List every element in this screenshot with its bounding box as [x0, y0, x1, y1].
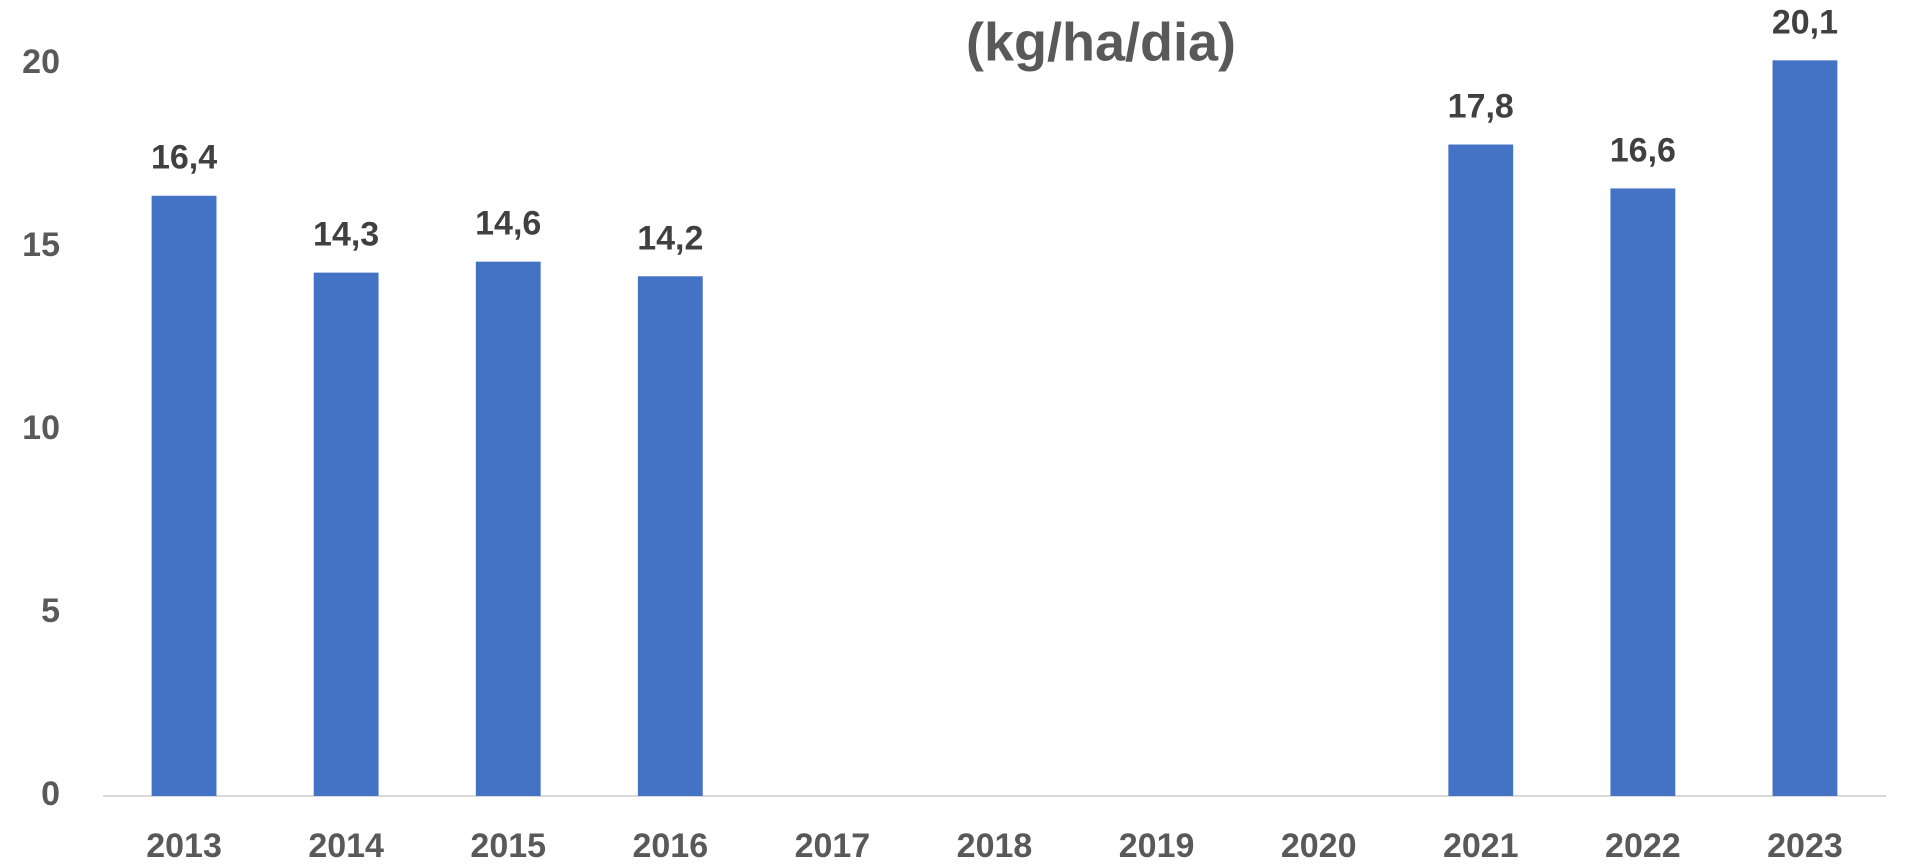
- bar: [475, 261, 541, 796]
- bar: [1772, 60, 1838, 796]
- x-tick-label: 2017: [795, 827, 871, 865]
- bar: [313, 272, 379, 796]
- bar: [1448, 144, 1514, 796]
- chart-title: (kg/ha/dia): [966, 12, 1236, 72]
- x-tick-label: 2021: [1443, 827, 1519, 865]
- x-tick-label: 2015: [470, 827, 546, 865]
- data-label: 20,1: [1772, 3, 1838, 41]
- data-label: 14,2: [637, 219, 703, 257]
- bar: [637, 276, 703, 796]
- data-label: 16,6: [1610, 131, 1676, 169]
- x-tick-label: 2023: [1767, 827, 1843, 865]
- data-label: 14,3: [313, 216, 379, 254]
- data-label: 17,8: [1448, 88, 1514, 126]
- x-tick-label: 2020: [1281, 827, 1357, 865]
- x-tick-label: 2013: [146, 827, 222, 865]
- bar: [1610, 188, 1676, 796]
- y-tick-label: 5: [41, 592, 60, 630]
- x-tick-label: 2016: [632, 827, 708, 865]
- bar: [151, 195, 217, 796]
- y-tick-label: 15: [22, 226, 60, 264]
- y-tick-label: 10: [22, 409, 60, 447]
- x-tick-label: 2022: [1605, 827, 1681, 865]
- y-tick-label: 20: [22, 43, 60, 81]
- x-tick-label: 2019: [1119, 827, 1195, 865]
- data-label: 14,6: [475, 205, 541, 243]
- x-tick-label: 2018: [957, 827, 1033, 865]
- y-tick-label: 0: [41, 775, 60, 813]
- data-label: 16,4: [151, 139, 217, 177]
- x-tick-label: 2014: [308, 827, 384, 865]
